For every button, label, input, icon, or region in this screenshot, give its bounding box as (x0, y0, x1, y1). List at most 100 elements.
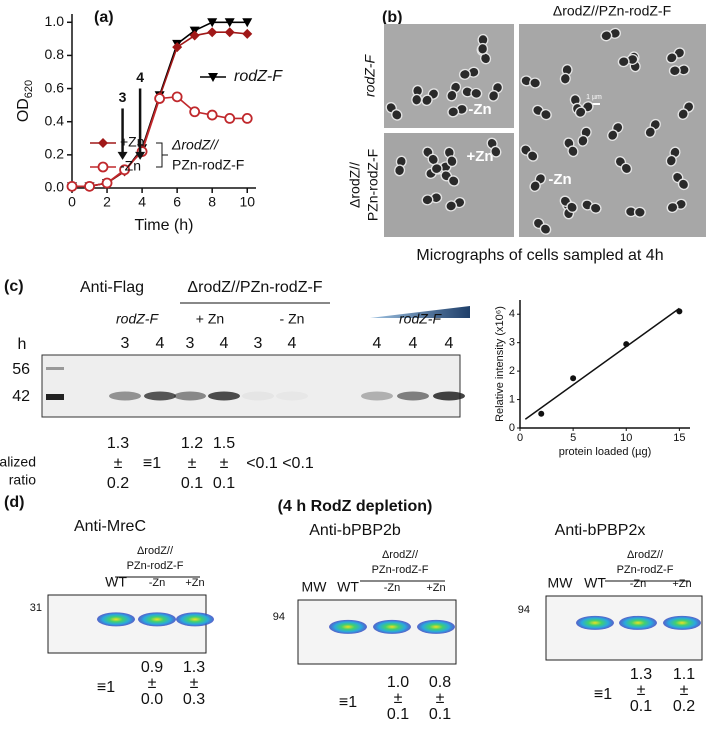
ratio: ± (637, 682, 646, 699)
legend-bracket (156, 142, 168, 168)
band (176, 612, 214, 627)
ladder (46, 367, 64, 370)
marker (189, 106, 201, 118)
lane-label: +Zn (185, 577, 204, 589)
band (433, 391, 465, 401)
strain: ΔrodZ// (137, 545, 174, 557)
band (373, 619, 411, 634)
x-tick-label: 0 (68, 194, 76, 210)
cell (461, 86, 483, 99)
ratio: 0.1 (387, 706, 409, 723)
cell-body (541, 224, 550, 234)
ratio: ± (148, 675, 157, 692)
cell (421, 88, 440, 107)
marker (171, 91, 183, 103)
point (623, 341, 630, 348)
ratio: 0.2 (107, 475, 129, 492)
cell (447, 103, 468, 118)
cell-body (447, 91, 457, 101)
ratio: 0.9 (141, 659, 163, 676)
cell-body (446, 201, 456, 211)
marker (154, 93, 166, 104)
cell-body (454, 198, 465, 207)
cell (487, 81, 504, 102)
cell (665, 47, 686, 64)
ratio: ± (114, 455, 123, 472)
cell (532, 104, 552, 121)
cell (677, 101, 695, 120)
panel-label: (d) (4, 494, 24, 511)
cell (486, 137, 502, 158)
ratio: <0.1 (282, 455, 314, 472)
cell-body (601, 31, 611, 41)
ladder (46, 394, 64, 400)
y-tick-label: 2 (509, 365, 515, 377)
marker (241, 113, 253, 124)
ratio-label: ratio (9, 472, 36, 488)
x-tick-label: 6 (173, 194, 181, 210)
cell-body (469, 67, 479, 77)
ratio: ± (188, 455, 197, 472)
cell-body (462, 87, 473, 97)
x-tick-label: 0 (517, 432, 523, 444)
cell-body (667, 156, 676, 166)
cell (600, 27, 622, 42)
cell-body (562, 65, 572, 75)
cell (577, 126, 592, 147)
point (538, 410, 545, 417)
cell-body (645, 127, 655, 137)
cell-body (670, 147, 680, 158)
marker (98, 138, 108, 148)
y-axis-label-sub: 620 (23, 80, 35, 98)
cell-body (571, 95, 580, 105)
ratio: 1.3 (630, 666, 652, 683)
row-label: ΔrodZ// (347, 162, 363, 208)
strain: ΔrodZ// (382, 549, 419, 561)
mw-label: 56 (12, 361, 30, 378)
cell-body (491, 147, 501, 157)
cell-body (626, 207, 636, 216)
x-axis-label: Time (h) (135, 217, 194, 234)
ratio: ≡1 (339, 694, 357, 711)
cell (422, 146, 439, 166)
cell-body (422, 95, 432, 105)
marker (242, 28, 253, 39)
group-label: - Zn (280, 311, 305, 327)
legend-label: +Zn (120, 134, 145, 150)
x-tick-label: 4 (138, 194, 146, 210)
cell-body (678, 109, 688, 119)
cell-body (533, 106, 543, 115)
arrow-label: 4 (136, 69, 144, 85)
scale-label: 1 µm (586, 94, 602, 101)
cell-body (567, 202, 577, 212)
cell-body (431, 193, 441, 202)
band (97, 612, 135, 627)
ratio: ± (220, 455, 229, 472)
lane-label: 3 (121, 335, 130, 352)
cell-body (635, 208, 645, 217)
lane-label: 4 (288, 335, 297, 352)
arrow-label: 3 (119, 89, 127, 105)
legend-group-label: PZn-rodZ-F (172, 157, 244, 173)
marker (172, 42, 183, 53)
y-tick-label: 0.6 (45, 79, 65, 95)
y-tick-label: 0.8 (45, 46, 65, 62)
cell (385, 101, 403, 121)
band (619, 615, 657, 630)
cell-body (679, 179, 688, 189)
cell-body (478, 44, 487, 54)
row-label: PZn-rodZ-F (365, 149, 381, 221)
marker (207, 18, 218, 28)
cell-body (679, 65, 689, 75)
antibody: Anti-MreC (74, 518, 146, 535)
y-tick-label: 1.0 (45, 13, 65, 29)
cell-body (449, 176, 459, 186)
lane-label: -Zn (384, 582, 401, 594)
group-label: + Zn (196, 311, 224, 327)
cell-body (667, 203, 678, 212)
cell (458, 66, 480, 80)
cell (574, 101, 594, 118)
micrograph-title: ΔrodZ//PZn-rodZ-F (553, 3, 671, 19)
group-label: rodZ-F (399, 311, 442, 327)
